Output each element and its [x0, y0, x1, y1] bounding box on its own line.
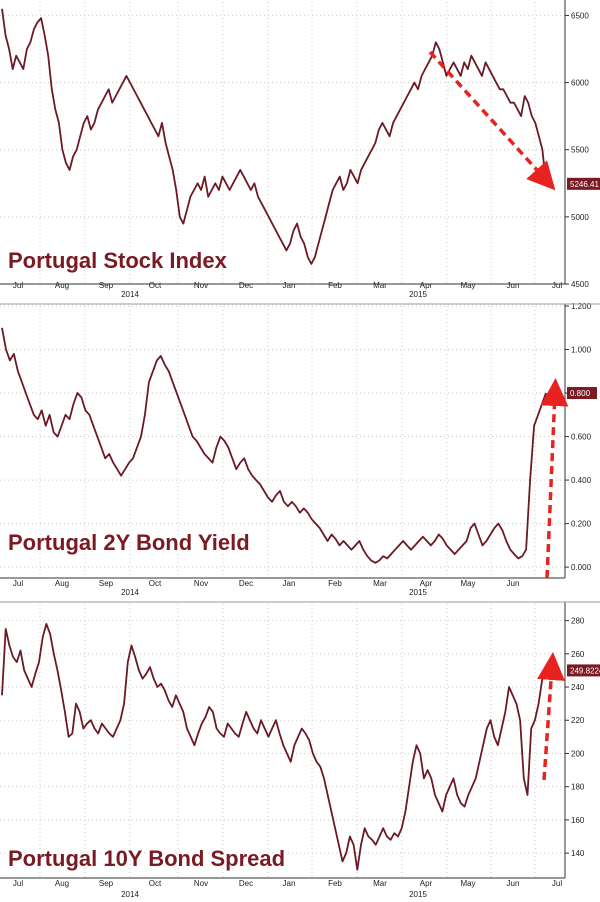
series-line — [1, 623, 547, 871]
x-tick-label: Nov — [194, 281, 208, 290]
y-tick-label: 180 — [571, 783, 585, 792]
x-tick-label: May — [460, 879, 475, 888]
x-tick-label: Nov — [194, 879, 208, 888]
x-tick-label: Dec — [239, 579, 253, 588]
y-tick-label: 200 — [571, 749, 585, 758]
x-tick-label: Nov — [194, 579, 208, 588]
panel-title: Portugal 10Y Bond Spread — [8, 846, 285, 871]
panel-2: 0.000 0.200 0.400 0.600 0.800 1.000 1.200 Jul Au… — [0, 302, 600, 597]
last-value-label: 5246.41 — [570, 180, 599, 189]
x-tick-label: Jan — [283, 281, 296, 290]
trend-arrow — [537, 652, 565, 781]
x-year-label: 2014 — [121, 290, 139, 299]
x-tick-label: Aug — [55, 579, 69, 588]
y-tick-label: 260 — [571, 650, 585, 659]
x-tick-label: Jul — [552, 879, 562, 888]
x-tick-label: Oct — [149, 579, 162, 588]
y-tick-label: 140 — [571, 849, 585, 858]
x-tick-label: Feb — [328, 579, 342, 588]
x-tick-label: Mar — [373, 281, 387, 290]
last-value-label: 0.800 — [570, 389, 591, 398]
x-tick-label: Apr — [420, 281, 433, 290]
y-tick-label: 5000 — [571, 213, 589, 222]
y-tick-label: 0.600 — [571, 433, 592, 442]
x-tick-label: Feb — [328, 281, 342, 290]
x-tick-label: Oct — [149, 281, 162, 290]
y-tick-label: 1.200 — [571, 302, 592, 311]
x-tick-label: Apr — [420, 879, 433, 888]
y-tick-label: 1.000 — [571, 346, 592, 355]
x-year-label: 2014 — [121, 588, 139, 597]
x-tick-label: Sep — [99, 281, 114, 290]
x-tick-label: Jul — [552, 281, 562, 290]
x-tick-label: Jun — [507, 879, 520, 888]
x-tick-label: Jul — [13, 879, 23, 888]
x-tick-label: Oct — [149, 879, 162, 888]
y-tick-label: 0.000 — [571, 563, 592, 572]
x-tick-label: Jan — [283, 879, 296, 888]
x-year-label: 2015 — [409, 588, 427, 597]
x-tick-label: Jul — [13, 579, 23, 588]
x-year-label: 2014 — [121, 890, 139, 899]
y-tick-label: 220 — [571, 716, 585, 725]
x-tick-label: May — [460, 281, 475, 290]
x-year-label: 2015 — [409, 290, 427, 299]
x-tick-label: Mar — [373, 579, 387, 588]
panel-title: Portugal Stock Index — [8, 248, 228, 273]
y-tick-label: 160 — [571, 816, 585, 825]
panel-title: Portugal 2Y Bond Yield — [8, 530, 250, 555]
x-tick-label: Sep — [99, 879, 114, 888]
x-tick-label: Apr — [420, 579, 433, 588]
y-tick-label: 5500 — [571, 146, 589, 155]
x-year-label: 2015 — [409, 890, 427, 899]
x-tick-label: Jun — [507, 579, 520, 588]
y-tick-label: 4500 — [571, 280, 589, 289]
x-tick-label: Dec — [239, 879, 253, 888]
panel-3: 140 160 180 200 220 240 260 280 Jul Aug Sep Oct Nov D… — [0, 601, 600, 899]
x-tick-label: Feb — [328, 879, 342, 888]
y-tick-label: 6500 — [571, 11, 589, 20]
last-value-label: 249.8224 — [570, 666, 600, 675]
series-line — [1, 8, 547, 265]
trend-arrow — [428, 50, 556, 191]
x-tick-label: Aug — [55, 281, 69, 290]
x-tick-label: Aug — [55, 879, 69, 888]
y-tick-label: 6000 — [571, 79, 589, 88]
last-value-box — [567, 177, 600, 190]
y-tick-label: 280 — [571, 617, 585, 626]
series-line — [1, 327, 547, 564]
trend-arrow — [540, 378, 569, 579]
x-tick-label: Dec — [239, 281, 253, 290]
x-tick-label: Jan — [283, 579, 296, 588]
last-value-box — [567, 387, 597, 400]
y-tick-label: 0.400 — [571, 476, 592, 485]
y-tick-label: 240 — [571, 683, 585, 692]
x-tick-label: Jul — [13, 281, 23, 290]
last-value-box — [567, 664, 600, 677]
y-tick-label: 0.200 — [571, 520, 592, 529]
x-tick-label: Jun — [507, 281, 520, 290]
panel-1: 4500 5000 5500 6000 6500 Jul Aug Sep Oct Nov Dec Ja… — [0, 0, 600, 299]
x-tick-label: May — [460, 579, 475, 588]
x-tick-label: Mar — [373, 879, 387, 888]
x-tick-label: Sep — [99, 579, 114, 588]
